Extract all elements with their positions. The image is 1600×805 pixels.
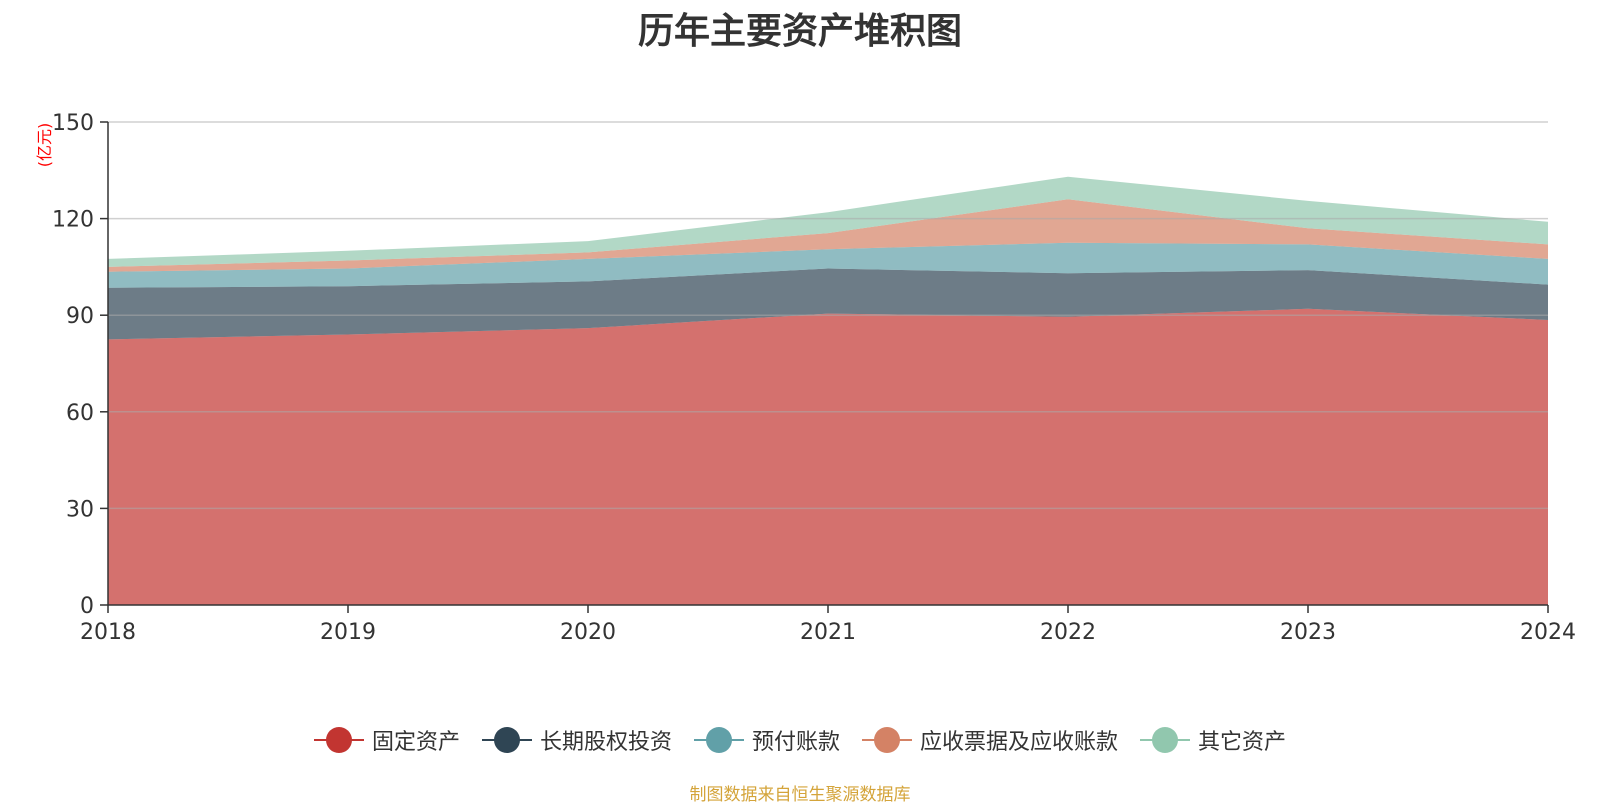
area-series-2 bbox=[108, 268, 1548, 340]
legend-item-3[interactable]: 预付账款 bbox=[693, 724, 840, 756]
y-tick-label: 30 bbox=[66, 497, 94, 522]
source-note: 制图数据来自恒生聚源数据库 bbox=[689, 785, 911, 805]
legend: 固定资产 长期股权投资 预付账款 应收票据及应收账款 其它资产 bbox=[0, 720, 1600, 760]
legend-item-1[interactable]: 固定资产 bbox=[313, 724, 460, 756]
area-series bbox=[108, 176, 1548, 605]
legend-label: 长期股权投资 bbox=[539, 730, 672, 755]
x-tick-label: 2021 bbox=[800, 620, 856, 645]
x-tick-label: 2024 bbox=[1520, 620, 1576, 645]
legend-label: 应收票据及应收账款 bbox=[920, 730, 1119, 755]
x-tick-label: 2020 bbox=[560, 620, 616, 645]
x-tick-label: 2018 bbox=[80, 620, 136, 645]
legend-marker bbox=[693, 726, 744, 754]
legend-item-2[interactable]: 长期股权投资 bbox=[481, 724, 672, 756]
x-tick-label: 2023 bbox=[1280, 620, 1336, 645]
x-tick-label: 2019 bbox=[320, 620, 376, 645]
chart-title: 历年主要资产堆积图 bbox=[637, 11, 962, 52]
area-series-1 bbox=[108, 308, 1548, 605]
area-series-3 bbox=[108, 242, 1548, 288]
y-tick-label: 0 bbox=[80, 594, 94, 619]
legend-marker bbox=[862, 726, 912, 754]
y-axis-label: (亿元) bbox=[35, 123, 54, 168]
legend-marker bbox=[313, 726, 364, 754]
y-tick-label: 120 bbox=[52, 208, 94, 233]
y-tick-label: 90 bbox=[66, 304, 94, 329]
x-tick-label: 2022 bbox=[1040, 620, 1096, 645]
legend-item-4[interactable]: 应收票据及应收账款 bbox=[862, 724, 1118, 756]
legend-label: 预付账款 bbox=[751, 730, 840, 755]
legend-marker bbox=[1140, 726, 1191, 754]
legend-item-5[interactable]: 其它资产 bbox=[1140, 724, 1286, 756]
y-tick-label: 150 bbox=[52, 111, 94, 136]
legend-marker bbox=[481, 726, 532, 754]
axes: 0 30 60 90 120 150 2018 2019 2020 2021 2022 2023 202… bbox=[52, 111, 1576, 645]
area-series-4 bbox=[108, 199, 1548, 272]
area-series-5 bbox=[108, 176, 1548, 267]
y-tick-label: 60 bbox=[66, 401, 94, 426]
legend-label: 固定资产 bbox=[371, 730, 460, 755]
legend-label: 其它资产 bbox=[1198, 730, 1287, 755]
